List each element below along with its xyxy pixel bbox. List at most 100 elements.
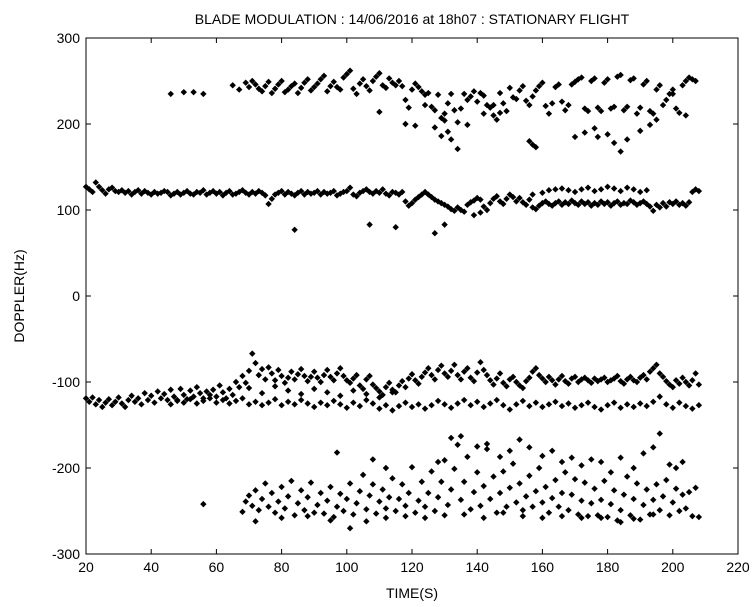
data-point <box>526 402 533 410</box>
data-point <box>379 186 386 193</box>
data-point <box>108 184 116 191</box>
data-point <box>542 483 549 491</box>
data-point <box>431 124 439 131</box>
data-point <box>604 378 611 386</box>
data-point <box>252 81 259 88</box>
data-point <box>431 107 439 114</box>
data-point <box>245 492 253 499</box>
data-point <box>369 400 377 407</box>
data-point <box>95 396 103 404</box>
data-point <box>431 507 439 515</box>
data-point <box>154 190 161 197</box>
data-point <box>679 374 686 381</box>
data-point <box>366 492 373 499</box>
data-point <box>369 77 377 85</box>
data-point <box>441 110 448 117</box>
data-point <box>301 79 308 86</box>
data-point <box>679 199 686 207</box>
data-point <box>588 500 595 507</box>
data-point <box>271 509 279 516</box>
data-point <box>545 373 553 381</box>
data-point <box>503 107 510 115</box>
data-point <box>229 391 236 399</box>
data-point <box>610 139 618 147</box>
data-point <box>304 494 311 501</box>
data-point <box>633 480 641 487</box>
data-point <box>193 383 201 391</box>
data-point <box>421 514 429 522</box>
x-tick-label: 100 <box>335 559 359 575</box>
data-point <box>630 199 637 206</box>
data-point <box>637 104 644 111</box>
data-point <box>653 361 660 368</box>
data-point <box>415 380 422 387</box>
data-point <box>291 512 298 519</box>
data-point <box>532 144 540 151</box>
data-point <box>245 384 253 392</box>
data-point <box>346 480 354 487</box>
data-point <box>196 389 204 397</box>
data-point <box>480 203 487 210</box>
data-point <box>562 377 569 385</box>
data-point <box>369 481 377 488</box>
data-point <box>206 395 214 402</box>
data-point <box>389 389 396 396</box>
data-point <box>363 518 370 525</box>
data-point <box>650 496 657 504</box>
data-point <box>200 90 207 98</box>
data-point <box>555 503 562 510</box>
data-point <box>441 512 448 519</box>
data-point <box>588 77 595 85</box>
y-axis-ticks: 300 200 100 0 -100 -200 -300 <box>52 30 738 562</box>
data-point <box>637 374 644 381</box>
data-point <box>483 440 491 448</box>
data-point <box>294 500 302 507</box>
data-point <box>255 85 262 92</box>
data-point <box>209 386 217 393</box>
data-point <box>454 145 461 153</box>
data-point <box>617 404 624 411</box>
data-point <box>493 193 500 200</box>
data-point <box>434 91 442 98</box>
data-point <box>441 370 448 377</box>
data-point <box>509 94 517 101</box>
data-point <box>402 512 409 520</box>
data-point <box>399 82 406 90</box>
data-point <box>425 365 432 372</box>
data-point <box>676 399 683 406</box>
data-point <box>656 430 663 437</box>
data-point <box>500 379 507 387</box>
data-point <box>346 184 354 191</box>
data-point <box>565 400 572 407</box>
data-point <box>320 371 328 379</box>
data-point <box>552 199 559 207</box>
y-tick-label: -300 <box>52 546 80 562</box>
data-point <box>447 486 455 493</box>
data-point <box>646 511 654 518</box>
data-point <box>656 82 663 89</box>
data-point <box>190 88 197 96</box>
data-point <box>532 399 540 406</box>
data-point <box>219 396 227 404</box>
data-point <box>444 501 452 509</box>
data-point <box>695 513 703 521</box>
data-point <box>164 188 171 196</box>
data-point <box>252 487 259 494</box>
data-point <box>379 486 386 493</box>
data-point <box>138 401 145 408</box>
data-point <box>324 497 331 504</box>
data-point <box>438 132 445 140</box>
data-point <box>236 188 243 196</box>
data-point <box>82 183 90 190</box>
data-point <box>444 100 452 107</box>
data-point <box>405 375 412 382</box>
data-point <box>526 444 533 451</box>
data-point <box>128 392 135 399</box>
data-point <box>519 512 527 520</box>
series-4 <box>200 430 703 532</box>
data-point <box>317 489 324 497</box>
data-point <box>565 506 572 514</box>
data-point <box>558 201 566 209</box>
x-tick-label: 200 <box>661 559 685 575</box>
